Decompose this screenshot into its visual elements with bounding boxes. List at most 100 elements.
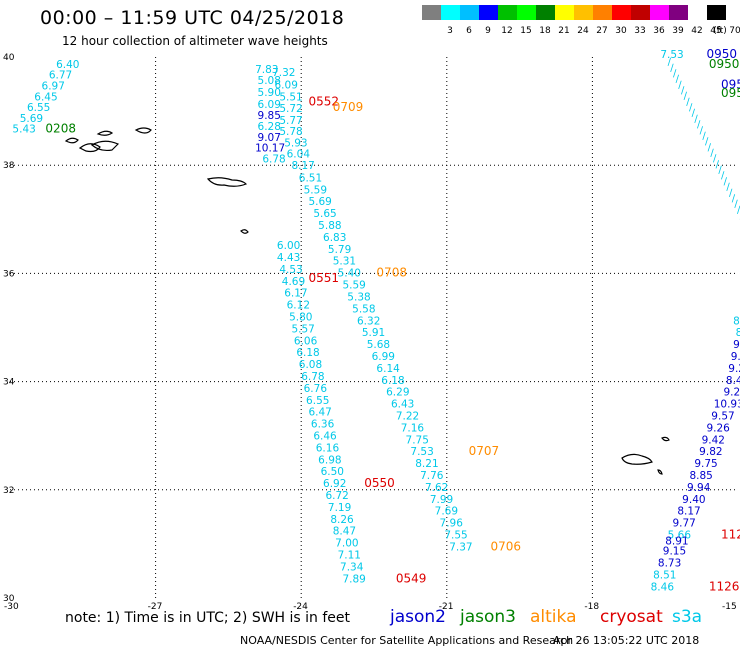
wave-height-label: 6.16 [316, 442, 340, 454]
island-pico [90, 140, 120, 152]
island-sao-miguel [206, 177, 248, 187]
wave-height-label: 8.85 [689, 470, 712, 482]
lat-lon-grid [10, 57, 738, 598]
overprinted-track-mark: ∕ [729, 188, 733, 199]
wave-height-label: 7.19 [328, 502, 351, 514]
wave-height-label: 5.90 [258, 87, 281, 99]
wave-height-label: 7.53 [660, 49, 683, 61]
wave-height-label: 9.23 [723, 387, 740, 399]
longitude-label: -30 [4, 602, 19, 612]
wave-height-label: 4.69 [282, 276, 305, 288]
wave-height-label: 5.79 [328, 244, 351, 256]
wave-height-label: 9.94 [687, 482, 711, 494]
pass-time-label: 0708 [376, 266, 407, 280]
wave-height-label: 9.4 [733, 339, 740, 351]
overprinted-track-mark: ∕ [684, 91, 688, 102]
wave-height-label: 4.43 [277, 252, 300, 264]
overprinted-track-mark: ∕ [708, 142, 712, 153]
overprinted-track-mark: ∕ [721, 171, 725, 182]
overprinted-track-mark: ∕ [681, 86, 685, 97]
colorbar-swatch [555, 5, 574, 20]
wave-height-label: 5.57 [291, 323, 314, 335]
colorbar-tick: 18 [539, 26, 551, 36]
latitude-label: 30 [3, 594, 15, 604]
wave-height-label: 8.43 [726, 375, 740, 387]
wave-height-label: 7.75 [406, 434, 429, 446]
colorbar-tick: 30 [615, 26, 627, 36]
latitude-label: 36 [3, 269, 15, 279]
overprinted-track-mark: ∕ [692, 108, 696, 119]
colorbar-tick: 36 [653, 26, 665, 36]
wave-height-label: 5.77 [279, 115, 302, 127]
colorbar-tick: 15 [520, 26, 532, 36]
wave-height-label: 7.99 [430, 494, 453, 506]
wave-height-label: 9.75 [694, 458, 717, 470]
wave-height-label: 5.78 [279, 126, 302, 138]
overprinted-track-mark: ∕ [676, 74, 680, 85]
longitude-label: -27 [148, 602, 163, 612]
wave-height-label: 7.32 [272, 67, 295, 79]
wave-height-label: 5.91 [362, 327, 385, 339]
wave-height-label: 7.34 [340, 561, 364, 573]
longitude-label: -24 [293, 602, 308, 612]
pass-time-label: 1125 [721, 527, 740, 541]
wave-height-label: 6.50 [321, 466, 344, 478]
wave-height-label: 8.47 [333, 526, 356, 538]
wave-height-label: 6.47 [308, 407, 331, 419]
wave-height-label: 5.68 [367, 339, 390, 351]
latitude-label: 38 [3, 161, 15, 171]
overprinted-track-mark: ∕ [694, 114, 698, 125]
wave-height-label: 6.83 [323, 232, 346, 244]
wave-height-label: 9.3 [731, 351, 740, 363]
colorbar-tick: 45 [710, 26, 722, 36]
wave-height-label: 6.09 [275, 79, 298, 91]
colorbar-swatch [574, 5, 593, 20]
colorbar-swatch [479, 5, 498, 20]
colorbar-swatch [460, 5, 479, 20]
overprinted-track-mark: ∕ [686, 97, 690, 108]
wave-height-label: 6.00 [277, 240, 300, 252]
colorbar-swatch [593, 5, 612, 20]
island-flores [64, 137, 79, 144]
longitude-label: -21 [439, 602, 454, 612]
wave-height-label: 8.21 [415, 458, 438, 470]
colorbar-swatch [650, 5, 669, 20]
wave-height-label: 7.11 [338, 550, 361, 562]
wave-height-label: 5.72 [279, 103, 302, 115]
colorbar-tick: 27 [596, 26, 608, 36]
wave-height-label: 9.07 [258, 132, 281, 144]
pass-time-label: 0707 [469, 444, 500, 458]
wave-height-label: 6.32 [357, 315, 380, 327]
latitude-label: 40 [3, 53, 15, 63]
wave-height-label: 8.73 [658, 558, 681, 570]
overprinted-track-mark: ∕ [673, 68, 677, 79]
wave-height-label: 9.26 [706, 422, 730, 434]
map-subtitle: 12 hour collection of altimeter wave hei… [62, 34, 328, 48]
colorbar-unit: (ft) [713, 26, 727, 36]
colorbar-swatch [422, 5, 441, 20]
wave-height-label: 9.57 [711, 410, 734, 422]
colorbar-swatch [517, 5, 536, 20]
legend-s3a: s3a [672, 607, 703, 627]
wave-height-label: 5.59 [304, 184, 327, 196]
wave-height-label: 7.62 [425, 482, 448, 494]
map-title: 00:00 – 11:59 UTC 04/25/2018 [40, 7, 345, 29]
wave-height-label: 6.51 [299, 172, 322, 184]
wave-height-label: 5.58 [352, 303, 375, 315]
colorbar-tick: 3 [447, 26, 453, 36]
wave-height-label: 10.17 [255, 143, 285, 155]
colorbar-tick: 33 [634, 26, 646, 36]
colorbar-swatch [631, 5, 650, 20]
wave-height-label: 7.83 [255, 64, 278, 76]
overprinted-track-mark: ∕ [697, 120, 701, 131]
overprinted-track-mark: ∕ [678, 80, 682, 91]
wave-height-label: 5.88 [318, 220, 341, 232]
wave-height-label: 6.55 [306, 395, 329, 407]
legend-altika: altika [530, 607, 577, 627]
wave-height-label: 5.08 [258, 75, 281, 87]
pass-time-label: 0950 [709, 57, 740, 71]
wave-height-label: 7.00 [335, 538, 358, 550]
wave-height-label: 7.96 [440, 518, 464, 530]
overprinted-track-mark: ∕ [713, 154, 717, 165]
wave-height-label: 5.69 [308, 196, 331, 208]
